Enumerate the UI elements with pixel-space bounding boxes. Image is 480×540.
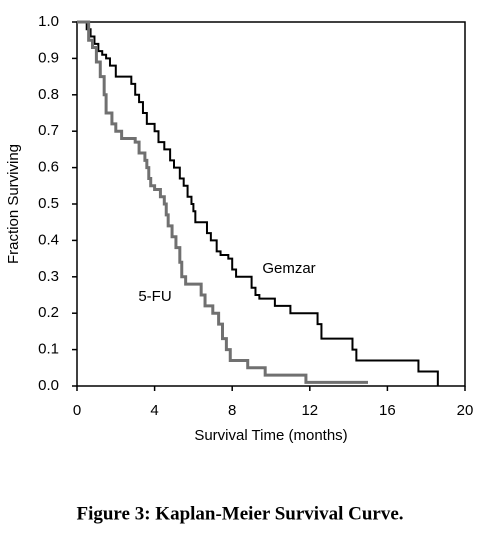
plot-frame: [76, 21, 466, 387]
series-label: 5-FU: [138, 288, 171, 305]
x-tick-label: 16: [379, 402, 396, 419]
x-axis-label: Survival Time (months): [194, 427, 347, 444]
x-tick-label: 8: [228, 402, 236, 419]
y-tick-label: 0.2: [38, 304, 59, 321]
caption: Figure 3: Kaplan-Meier Survival Curve.: [76, 503, 403, 524]
y-tick-label: 0.0: [38, 377, 59, 394]
y-tick-label: 0.3: [38, 268, 59, 285]
survival-curve: [77, 21, 439, 386]
survival-curve: [77, 20, 368, 384]
y-tick-label: 0.6: [38, 159, 59, 176]
x-tick-label: 12: [301, 402, 318, 419]
y-tick-label: 1.0: [38, 13, 59, 30]
y-tick-label: 0.1: [38, 341, 59, 358]
x-tick-label: 0: [73, 402, 81, 419]
y-tick-label: 0.9: [38, 49, 59, 66]
y-tick-label: 0.8: [38, 86, 59, 103]
x-tick-label: 20: [457, 402, 474, 419]
y-tick-label: 0.5: [38, 195, 59, 212]
x-tick-label: 4: [150, 402, 158, 419]
series-label: Gemzar: [262, 260, 315, 277]
y-tick-label: 0.7: [38, 122, 59, 139]
y-tick-label: 0.4: [38, 231, 59, 248]
y-axis-label: Fraction Surviving: [5, 144, 22, 264]
